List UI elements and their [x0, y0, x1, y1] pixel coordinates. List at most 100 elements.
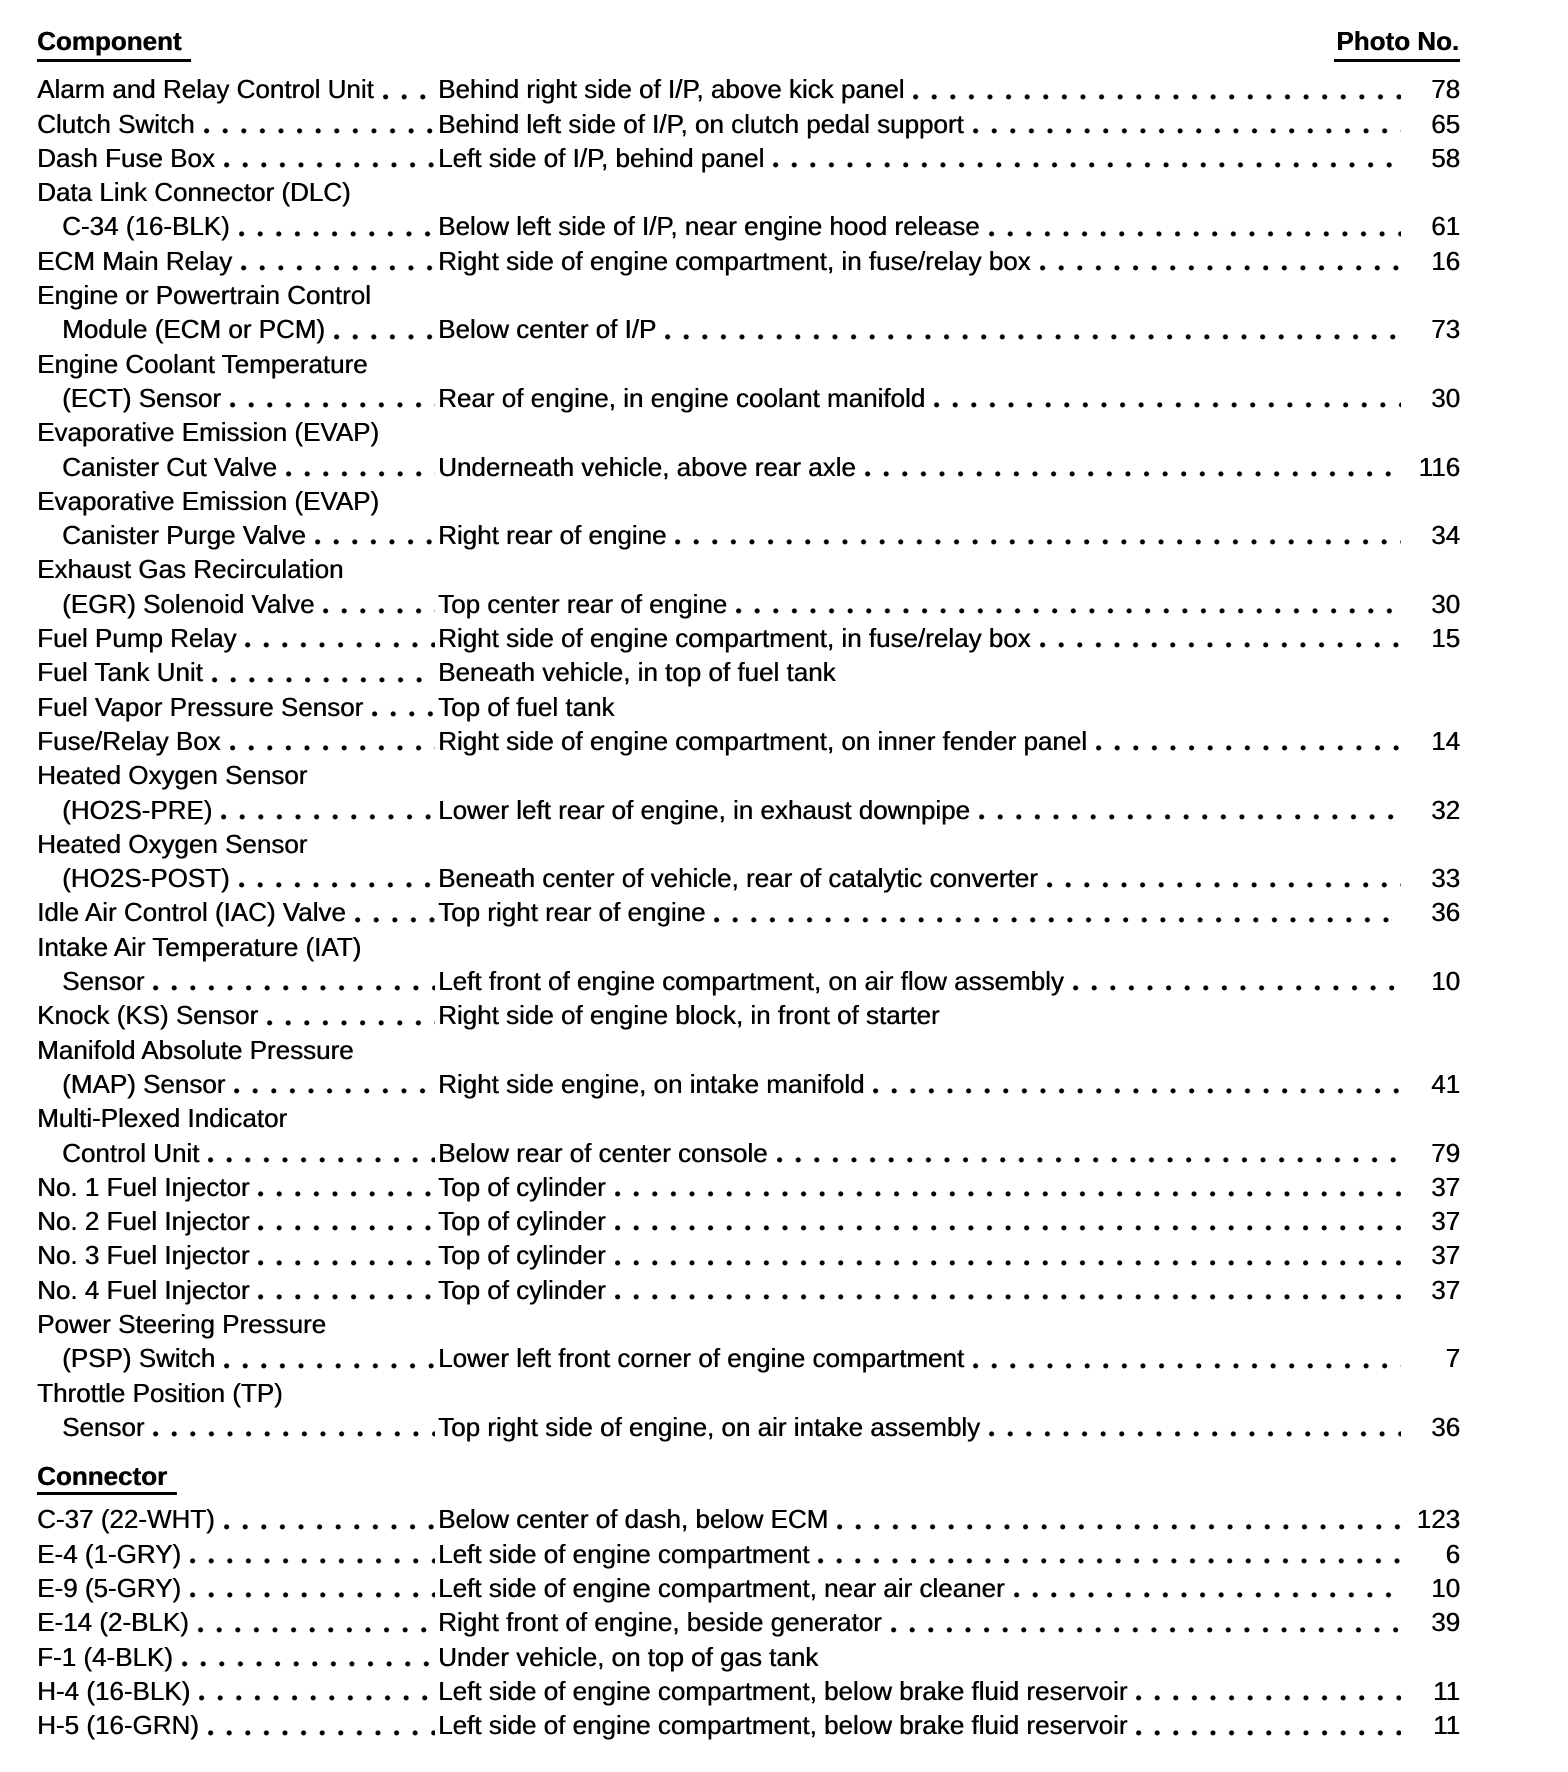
location-text: Beneath vehicle, in top of fuel tank [438, 657, 836, 688]
leader-dots [873, 1088, 1401, 1095]
photo-number: 37 [1431, 1274, 1460, 1305]
component-location: Top of fuel tank [438, 690, 1460, 724]
leader-dots [241, 265, 435, 272]
leader-dots [890, 1626, 1401, 1633]
component-name-text: Fuse/Relay Box [37, 725, 221, 756]
table-row: Manifold Absolute Pressure (MAP) Sensor R… [37, 1033, 1460, 1102]
component-location: Right rear of engine 34 [438, 518, 1460, 552]
component-location: Top of cylinder 37 [438, 1170, 1460, 1204]
leader-dots [267, 1019, 435, 1026]
leader-dots [153, 985, 435, 992]
leader-dots [913, 93, 1401, 100]
component-name: Heated Oxygen Sensor (HO2S-POST) [37, 827, 438, 896]
table-row: Fuel Tank Unit Beneath vehicle, in top o… [37, 655, 1460, 689]
leader-dots [221, 813, 435, 820]
component-name-text: E-4 (1-GRY) [37, 1538, 181, 1569]
leader-dots [229, 745, 435, 752]
component-name: H-5 (16-GRN) [37, 1708, 438, 1742]
component-name: Fuel Tank Unit [37, 655, 438, 689]
leader-dots [978, 813, 1401, 820]
location-text: Lower left front corner of engine compar… [438, 1343, 965, 1374]
photo-number: 30 [1431, 382, 1460, 413]
table-row: Dash Fuse Box Left side of I/P, behind p… [37, 141, 1460, 175]
location-text: Top of cylinder [438, 1240, 606, 1271]
location-text: Underneath vehicle, above rear axle [438, 451, 856, 482]
photo-number: 10 [1431, 1573, 1460, 1604]
component-name-text: Clutch Switch [37, 108, 195, 139]
leader-dots [614, 1259, 1401, 1266]
component-name-text: (HO2S-POST) [62, 863, 230, 894]
leader-dots [1013, 1592, 1401, 1599]
component-name-text: (MAP) Sensor [62, 1068, 226, 1099]
table-row: Heated Oxygen Sensor (HO2S-PRE) Lower lef… [37, 758, 1460, 827]
location-text: Top of cylinder [438, 1274, 606, 1305]
component-location: Behind left side of I/P, on clutch pedal… [438, 107, 1460, 141]
location-text: Left front of engine compartment, on air… [438, 966, 1064, 997]
leader-dots [614, 1293, 1401, 1300]
location-text: Under vehicle, on top of gas tank [438, 1641, 819, 1672]
location-text: Right front of engine, beside generator [438, 1607, 882, 1638]
leader-dots [372, 710, 435, 717]
component-location: Below rear of center console 79 [438, 1136, 1460, 1170]
location-text: Top right side of engine, on air intake … [438, 1411, 980, 1442]
component-location: Left side of engine compartment 6 [438, 1537, 1460, 1571]
table-row: Engine or Powertrain Control Module (ECM … [37, 278, 1460, 347]
photo-number: 58 [1431, 142, 1460, 173]
table-row: No. 2 Fuel Injector Top of cylinder 37 [37, 1204, 1460, 1238]
component-name-text: E-14 (2-BLK) [37, 1607, 189, 1638]
table-row: Knock (KS) Sensor Right side of engine b… [37, 998, 1460, 1032]
leader-dots [934, 402, 1401, 409]
leader-dots [665, 333, 1401, 340]
photo-number: 30 [1431, 588, 1460, 619]
component-name-text: Power Steering Pressure [37, 1308, 327, 1339]
component-name: E-4 (1-GRY) [37, 1537, 438, 1571]
leader-dots [314, 539, 435, 546]
component-name: E-14 (2-BLK) [37, 1605, 438, 1639]
component-location: Under vehicle, on top of gas tank [438, 1640, 1460, 1674]
leader-dots [258, 1293, 435, 1300]
table-row: Idle Air Control (IAC) Valve Top right r… [37, 895, 1460, 929]
leader-dots [238, 882, 435, 889]
component-name: Knock (KS) Sensor [37, 998, 438, 1032]
location-text: Below left side of I/P, near engine hood… [438, 211, 980, 242]
component-name-text: Fuel Tank Unit [37, 657, 203, 688]
component-name: H-4 (16-BLK) [37, 1674, 438, 1708]
column-header-photo-no: Photo No. [1334, 24, 1460, 63]
table-row: ECM Main Relay Right side of engine comp… [37, 244, 1460, 278]
component-name: Multi-Plexed Indicator Control Unit [37, 1101, 438, 1170]
leader-dots [736, 608, 1401, 615]
photo-number: 36 [1431, 897, 1460, 928]
table-row: H-5 (16-GRN) Left side of engine compart… [37, 1708, 1460, 1742]
component-name: Evaporative Emission (EVAP) Canister Cut … [37, 415, 438, 484]
table-row: No. 4 Fuel Injector Top of cylinder 37 [37, 1273, 1460, 1307]
component-name: Evaporative Emission (EVAP) Canister Purg… [37, 484, 438, 553]
component-location: Right side of engine compartment, in fus… [438, 244, 1460, 278]
component-name-text: Intake Air Temperature (IAT) [37, 931, 362, 962]
component-name-text: (PSP) Switch [62, 1343, 216, 1374]
component-name-text: Multi-Plexed Indicator [37, 1103, 287, 1134]
column-header-component: Component [37, 24, 192, 63]
location-text: Below rear of center console [438, 1137, 768, 1168]
component-name-text: Fuel Vapor Pressure Sensor [37, 691, 364, 722]
location-text: Behind right side of I/P, above kick pan… [438, 74, 905, 105]
section-heading: Connector [37, 1459, 1460, 1496]
section-title: Connector [37, 1461, 177, 1496]
photo-number: 11 [1433, 1710, 1460, 1741]
location-text: Right side of engine compartment, on inn… [438, 725, 1087, 756]
leader-dots [211, 676, 435, 683]
photo-number: 123 [1416, 1504, 1460, 1535]
photo-number: 14 [1431, 725, 1460, 756]
leader-dots [988, 1431, 1401, 1438]
photo-number: 37 [1431, 1206, 1460, 1237]
location-text: Behind left side of I/P, on clutch pedal… [438, 108, 964, 139]
component-name: No. 3 Fuel Injector [37, 1238, 438, 1272]
leader-dots [864, 470, 1401, 477]
table-row: Exhaust Gas Recirculation (EGR) Solenoid … [37, 552, 1460, 621]
component-location: Top right rear of engine 36 [438, 895, 1460, 929]
component-name-text: (EGR) Solenoid Valve [62, 588, 315, 619]
photo-number: 79 [1431, 1137, 1460, 1168]
component-location: Right side of engine compartment, in fus… [438, 621, 1460, 655]
component-index-list: Alarm and Relay Control Unit Behind righ… [37, 72, 1460, 1742]
photo-number: 39 [1431, 1607, 1460, 1638]
leader-dots [258, 1259, 435, 1266]
